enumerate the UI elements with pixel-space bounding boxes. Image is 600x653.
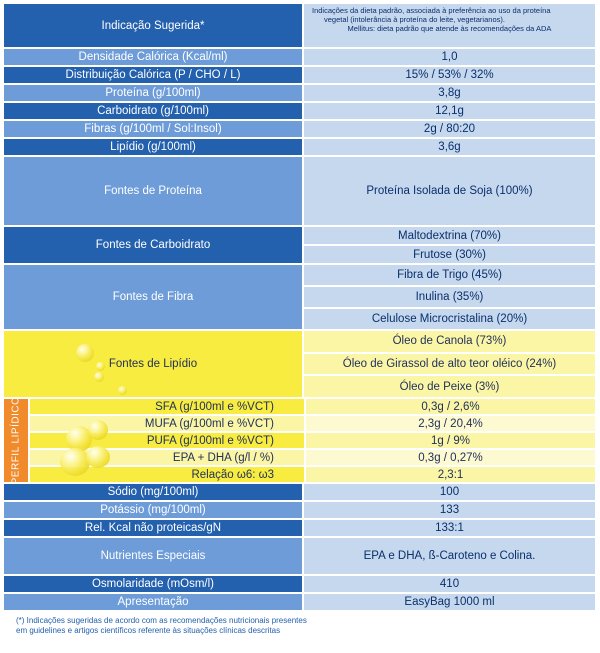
fibras-label: Fibras (g/100ml / Sol:Insol) [4, 121, 304, 137]
proteina-value: 3,8g [304, 85, 595, 101]
row-fontes-fibra: Fontes de Fibra Fibra de Trigo (45%) Inu… [4, 265, 595, 331]
row-rel-kcal: Rel. Kcal não proteicas/gN 133:1 [4, 520, 595, 538]
row-sodio: Sódio (mg/100ml) 100 [4, 484, 595, 502]
oil-droplet-image [66, 426, 92, 452]
indicacao-line3: Mellitus: dieta padrão que atende às rec… [347, 24, 552, 33]
pufa-value: 1g / 9% [306, 433, 595, 448]
row-fibras: Fibras (g/100ml / Sol:Insol) 2g / 80:20 [4, 121, 595, 139]
fibra-source: Inulina (35%) [304, 287, 595, 309]
osmolaridade-value: 410 [304, 576, 595, 592]
footnote-line2: em guidelines e artigos científicos refe… [16, 626, 281, 635]
sodio-value: 100 [304, 484, 595, 500]
proteina-label: Proteína (g/100ml) [4, 85, 304, 101]
lipidio-source: Óleo de Peixe (3%) [304, 376, 595, 398]
row-epa-dha: EPA + DHA (g/l / %) 0,3g / 0,27% [30, 450, 595, 467]
mufa-value: 2,3g / 20,4% [306, 416, 595, 431]
osmolaridade-label: Osmolaridade (mOsm/l) [4, 576, 304, 592]
oil-droplet-image [60, 448, 90, 476]
lipidio-label: Lipídio (g/100ml) [4, 139, 304, 155]
row-carboidrato: Carboidrato (g/100ml) 12,1g [4, 103, 595, 121]
carboidrato-source: Maltodextrina (70%) [304, 227, 595, 246]
row-pufa: PUFA (g/100ml e %VCT) 1g / 9% [30, 433, 595, 450]
nutrientes-value: EPA e DHA, ß-Caroteno e Colina. [304, 538, 595, 574]
oil-droplet-image [76, 344, 94, 362]
footnote-line1: (*) Indicações sugeridas de acordo com a… [16, 616, 307, 625]
row-relacao: Relação ω6: ω3 2,3:1 [30, 467, 595, 484]
lipidio-source: Óleo de Girassol de alto teor oléico (24… [304, 353, 595, 377]
densidade-label: Densidade Calórica (Kcal/ml) [4, 49, 304, 65]
perfil-lipidico-label: PERFIL LIPÍDICO [10, 396, 22, 485]
oil-droplet-image [96, 362, 105, 371]
relacao-label: Relação ω6: ω3 [30, 467, 306, 482]
indicacao-line2: vegetal (intolerância à proteína do leit… [324, 15, 505, 24]
indicacao-label: Indicação Sugerida* [4, 4, 304, 47]
fontes-lipidio-label: Fontes de Lipídio [4, 331, 304, 397]
fontes-proteina-value: Proteína Isolada de Soja (100%) [304, 157, 595, 225]
row-potassio: Potássio (mg/100ml) 133 [4, 502, 595, 520]
carboidrato-label: Carboidrato (g/100ml) [4, 103, 304, 119]
fontes-carboidrato-values: Maltodextrina (70%) Frutose (30%) [304, 227, 595, 263]
fontes-fibra-values: Fibra de Trigo (45%) Inulina (35%) Celul… [304, 265, 595, 329]
row-sfa: SFA (g/100ml e %VCT) 0,3g / 2,6% [30, 399, 595, 416]
fontes-carboidrato-label: Fontes de Carboidrato [4, 227, 304, 263]
lipidio-value: 3,6g [304, 139, 595, 155]
carboidrato-value: 12,1g [304, 103, 595, 119]
row-fontes-lipidio: Fontes de Lipídio Óleo de Canola (73%) Ó… [4, 331, 595, 399]
row-osmolaridade: Osmolaridade (mOsm/l) 410 [4, 576, 595, 594]
densidade-value: 1,0 [304, 49, 595, 65]
rel-kcal-value: 133:1 [304, 520, 595, 536]
row-densidade: Densidade Calórica (Kcal/ml) 1,0 [4, 49, 595, 67]
lipidio-source: Óleo de Canola (73%) [304, 331, 595, 354]
fontes-proteina-label: Fontes de Proteína [4, 157, 304, 225]
oil-droplet-image [118, 386, 127, 395]
potassio-label: Potássio (mg/100ml) [4, 502, 304, 518]
row-mufa: MUFA (g/100ml e %VCT) 2,3g / 20,4% [30, 416, 595, 433]
oil-droplet-image [86, 446, 110, 468]
fibra-source: Fibra de Trigo (45%) [304, 265, 595, 287]
nutrientes-label: Nutrientes Especiais [4, 538, 304, 574]
indicacao-line1: Indicações da dieta padrão, associada à … [312, 6, 551, 15]
sodio-label: Sódio (mg/100ml) [4, 484, 304, 500]
footnote: (*) Indicações sugeridas de acordo com a… [16, 616, 576, 636]
sfa-label: SFA (g/100ml e %VCT) [30, 399, 306, 414]
distribuicao-value: 15% / 53% / 32% [304, 67, 595, 83]
row-nutrientes: Nutrientes Especiais EPA e DHA, ß-Carote… [4, 538, 595, 576]
rel-kcal-label: Rel. Kcal não proteicas/gN [4, 520, 304, 536]
sfa-value: 0,3g / 2,6% [306, 399, 595, 414]
fibras-value: 2g / 80:20 [304, 121, 595, 137]
relacao-value: 2,3:1 [306, 467, 595, 482]
perfil-lipidico-rows: SFA (g/100ml e %VCT) 0,3g / 2,6% MUFA (g… [30, 399, 595, 484]
row-fontes-proteina: Fontes de Proteína Proteína Isolada de S… [4, 157, 595, 227]
row-distribuicao: Distribuição Calórica (P / CHO / L) 15% … [4, 67, 595, 85]
perfil-lipidico-section: PERFIL LIPÍDICO SFA (g/100ml e %VCT) 0,3… [4, 396, 595, 485]
row-indicacao: Indicação Sugerida* Indicações da dieta … [4, 4, 595, 49]
fibra-source: Celulose Microcristalina (20%) [304, 309, 595, 329]
row-apresentacao: Apresentação EasyBag 1000 ml [4, 594, 595, 612]
oil-droplet-image [88, 420, 108, 440]
epa-dha-value: 0,3g / 0,27% [306, 450, 595, 465]
distribuicao-label: Distribuição Calórica (P / CHO / L) [4, 67, 304, 83]
row-fontes-carboidrato: Fontes de Carboidrato Maltodextrina (70%… [4, 227, 595, 265]
fontes-lipidio-values: Óleo de Canola (73%) Óleo de Girassol de… [304, 331, 595, 398]
perfil-lipidico-side: PERFIL LIPÍDICO [4, 396, 30, 485]
row-lipidio: Lipídio (g/100ml) 3,6g [4, 139, 595, 157]
indicacao-value: Indicações da dieta padrão, associada à … [304, 4, 595, 47]
apresentacao-value: EasyBag 1000 ml [304, 594, 595, 610]
oil-droplet-image [94, 372, 104, 382]
carboidrato-source: Frutose (30%) [304, 246, 595, 263]
potassio-value: 133 [304, 502, 595, 518]
row-proteina: Proteína (g/100ml) 3,8g [4, 85, 595, 103]
fontes-fibra-label: Fontes de Fibra [4, 265, 304, 329]
nutrition-table: Indicação Sugerida* Indicações da dieta … [4, 4, 595, 612]
apresentacao-label: Apresentação [4, 594, 304, 610]
